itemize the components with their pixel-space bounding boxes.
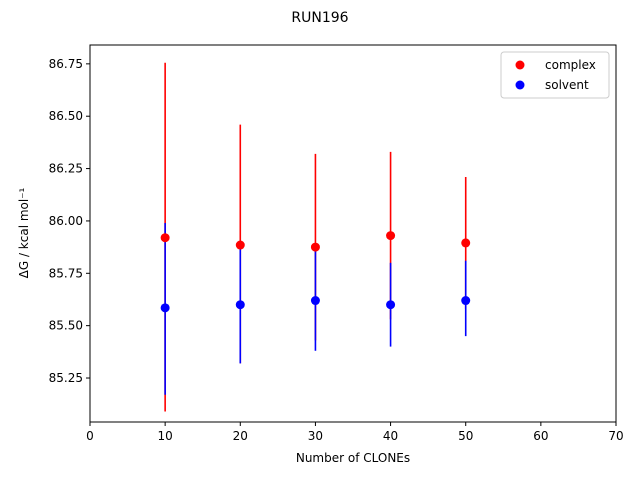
x-tick-label: 60	[533, 429, 548, 443]
solvent-point	[310, 296, 320, 306]
x-tick-label: 20	[233, 429, 248, 443]
complex-point	[235, 240, 245, 250]
solvent-point	[160, 303, 170, 313]
x-axis-label: Number of CLONEs	[296, 451, 410, 465]
y-tick-label: 86.00	[49, 214, 83, 228]
legend-box	[500, 51, 610, 99]
plot-area	[89, 44, 617, 423]
chart-title: RUN196	[291, 10, 348, 26]
solvent-point	[386, 300, 396, 310]
legend-marker-solvent	[515, 80, 525, 90]
y-axis-label: ΔG / kcal mol⁻¹	[17, 187, 31, 278]
legend: complex solvent	[500, 51, 610, 99]
x-tick-label: 70	[608, 429, 623, 443]
plot-frame	[89, 44, 617, 423]
solvent-point	[461, 296, 471, 306]
x-axis: 0 10 20 30 40 50 60 70	[86, 422, 624, 443]
y-tick-label: 85.75	[49, 266, 83, 280]
x-tick-label: 40	[383, 429, 398, 443]
y-tick-label: 85.50	[49, 319, 83, 333]
x-tick-label: 10	[158, 429, 173, 443]
y-tick-label: 86.50	[49, 109, 83, 123]
legend-label-complex: complex	[545, 58, 596, 72]
complex-point	[386, 231, 396, 241]
y-tick-label: 85.25	[49, 371, 83, 385]
y-axis: 85.25 85.50 85.75 86.00 86.25 86.50 86.75	[49, 57, 90, 385]
x-tick-label: 30	[308, 429, 323, 443]
legend-label-solvent: solvent	[545, 78, 589, 92]
x-tick-label: 0	[86, 429, 94, 443]
complex-point	[461, 238, 471, 248]
solvent-point	[235, 300, 245, 310]
complex-point	[310, 242, 320, 252]
x-tick-label: 50	[458, 429, 473, 443]
complex-point	[160, 233, 170, 243]
y-tick-label: 86.75	[49, 57, 83, 71]
legend-marker-complex	[515, 60, 525, 70]
y-tick-label: 86.25	[49, 162, 83, 176]
